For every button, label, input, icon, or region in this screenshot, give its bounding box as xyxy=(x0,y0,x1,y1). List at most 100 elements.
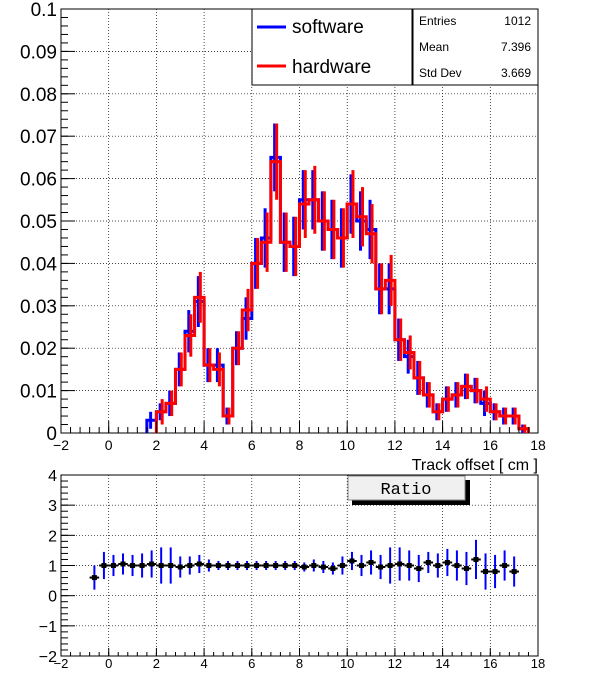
ratio-marker xyxy=(254,563,260,568)
ratio-point xyxy=(185,556,195,575)
ratio-marker xyxy=(368,559,374,565)
ratio-point xyxy=(204,559,214,572)
ratio-marker xyxy=(206,563,212,568)
ratio-title-frame xyxy=(347,475,466,501)
top-x-tick-label: 16 xyxy=(483,437,499,453)
ratio-point xyxy=(337,556,348,575)
ratio-marker xyxy=(292,563,298,568)
ratio-point xyxy=(137,553,147,578)
top-y-tick-label: 0.1 xyxy=(31,0,57,21)
ratio-marker xyxy=(158,563,164,568)
ratio-marker xyxy=(454,563,460,568)
ratio-marker xyxy=(435,563,441,568)
top-x-tick-label: 10 xyxy=(339,437,355,453)
top-y-tick-label: 0.09 xyxy=(20,42,57,63)
stats-box: Entries 1012 Mean 7.396 Std Dev 3.669 xyxy=(412,8,539,86)
ratio-marker xyxy=(416,566,422,572)
ratio-marker xyxy=(177,564,183,570)
ratio-marker xyxy=(234,563,240,568)
ratio-point xyxy=(413,554,424,583)
ratio-marker xyxy=(473,556,479,562)
ratio-point xyxy=(394,547,405,581)
top-x-tick-label: 18 xyxy=(530,437,546,453)
ratio-point xyxy=(127,554,138,577)
top-x-tick-label: 2 xyxy=(153,437,161,453)
bottom-x-tick-label: 6 xyxy=(248,656,255,671)
ratio-marker xyxy=(301,564,307,570)
top-y-tick-label: 0.01 xyxy=(20,382,57,403)
stats-entries-label: Entries xyxy=(419,14,456,28)
ratio-point xyxy=(289,560,300,571)
ratio-point xyxy=(89,565,100,590)
ratio-marker xyxy=(511,569,517,575)
top-y-tick-label: 0.04 xyxy=(20,254,57,275)
bottom-x-tick-label: 18 xyxy=(531,656,545,671)
ratio-point xyxy=(404,550,414,581)
bottom-x-tick-label: 2 xyxy=(153,656,160,671)
ratio-marker xyxy=(215,563,221,568)
top-y-tick-label: 0.02 xyxy=(20,339,57,360)
ratio-point xyxy=(146,550,157,578)
ratio-point xyxy=(165,547,176,584)
top-x-tick-label: 12 xyxy=(387,437,403,453)
ratio-point xyxy=(490,554,500,589)
bottom-y-tick-label: 1 xyxy=(48,559,57,576)
ratio-marker xyxy=(273,563,279,568)
ratio-marker xyxy=(425,559,431,565)
ratio-point xyxy=(347,551,357,571)
ratio-title: Ratio xyxy=(380,481,431,500)
ratio-marker xyxy=(387,563,393,568)
stats-stddev-label: Std Dev xyxy=(419,66,462,80)
ratio-marker xyxy=(359,563,365,568)
ratio-marker xyxy=(406,563,412,568)
ratio-marker xyxy=(101,563,107,568)
ratio-point xyxy=(461,551,472,586)
ratio-title-box: Ratio xyxy=(347,475,470,505)
bottom-y-tick-label: 3 xyxy=(48,498,57,515)
stats-box-frame xyxy=(412,8,539,86)
ratio-point xyxy=(471,539,481,580)
bottom-y-tick-label: 4 xyxy=(48,468,57,485)
ratio-marker xyxy=(120,561,126,567)
ratio-point xyxy=(213,560,224,571)
bottom-x-tick-label: 10 xyxy=(340,656,354,671)
top-y-tick-label: 0.03 xyxy=(20,297,57,318)
ratio-point xyxy=(156,547,166,584)
ratio-point xyxy=(108,554,119,577)
legend: software hardware xyxy=(251,8,413,86)
top-x-tick-label: −2 xyxy=(53,437,69,453)
ratio-marker xyxy=(502,563,508,568)
stats-mean-value: 7.396 xyxy=(501,40,531,54)
bottom-x-tick-label: 8 xyxy=(296,656,303,671)
ratio-marker xyxy=(320,564,326,570)
ratio-marker xyxy=(187,563,193,568)
ratio-point xyxy=(175,556,186,578)
top-axes: −2 0 2 4 6 8 10 12 14 16 1800.010.020.030.040.050.… xyxy=(20,0,546,453)
ratio-marker xyxy=(110,563,116,568)
ratio-marker xyxy=(149,561,155,567)
bottom-x-tick-label: 14 xyxy=(435,656,449,671)
ratio-point xyxy=(433,553,443,578)
ratio-point xyxy=(423,551,434,574)
ratio-point xyxy=(366,550,376,575)
bottom-x-tick-label: −2 xyxy=(54,656,69,671)
ratio-marker xyxy=(378,564,384,570)
ratio-point xyxy=(194,554,205,574)
top-x-tick-label: 0 xyxy=(105,437,113,453)
top-y-tick-label: 0 xyxy=(46,424,57,445)
top-x-tick-label: 6 xyxy=(248,437,256,453)
ratio-point xyxy=(328,562,338,575)
top-series xyxy=(145,123,530,433)
series-step-line xyxy=(154,160,530,433)
ratio-point xyxy=(261,560,271,571)
bottom-y-tick-label: 2 xyxy=(48,528,57,545)
ratio-marker xyxy=(349,558,355,564)
ratio-marker xyxy=(339,563,345,568)
ratio-marker xyxy=(483,569,489,575)
ratio-marker xyxy=(91,575,97,581)
ratio-point xyxy=(280,560,290,571)
ratio-point xyxy=(385,547,395,584)
ratio-points xyxy=(89,539,519,590)
bottom-x-tick-label: 4 xyxy=(200,656,207,671)
